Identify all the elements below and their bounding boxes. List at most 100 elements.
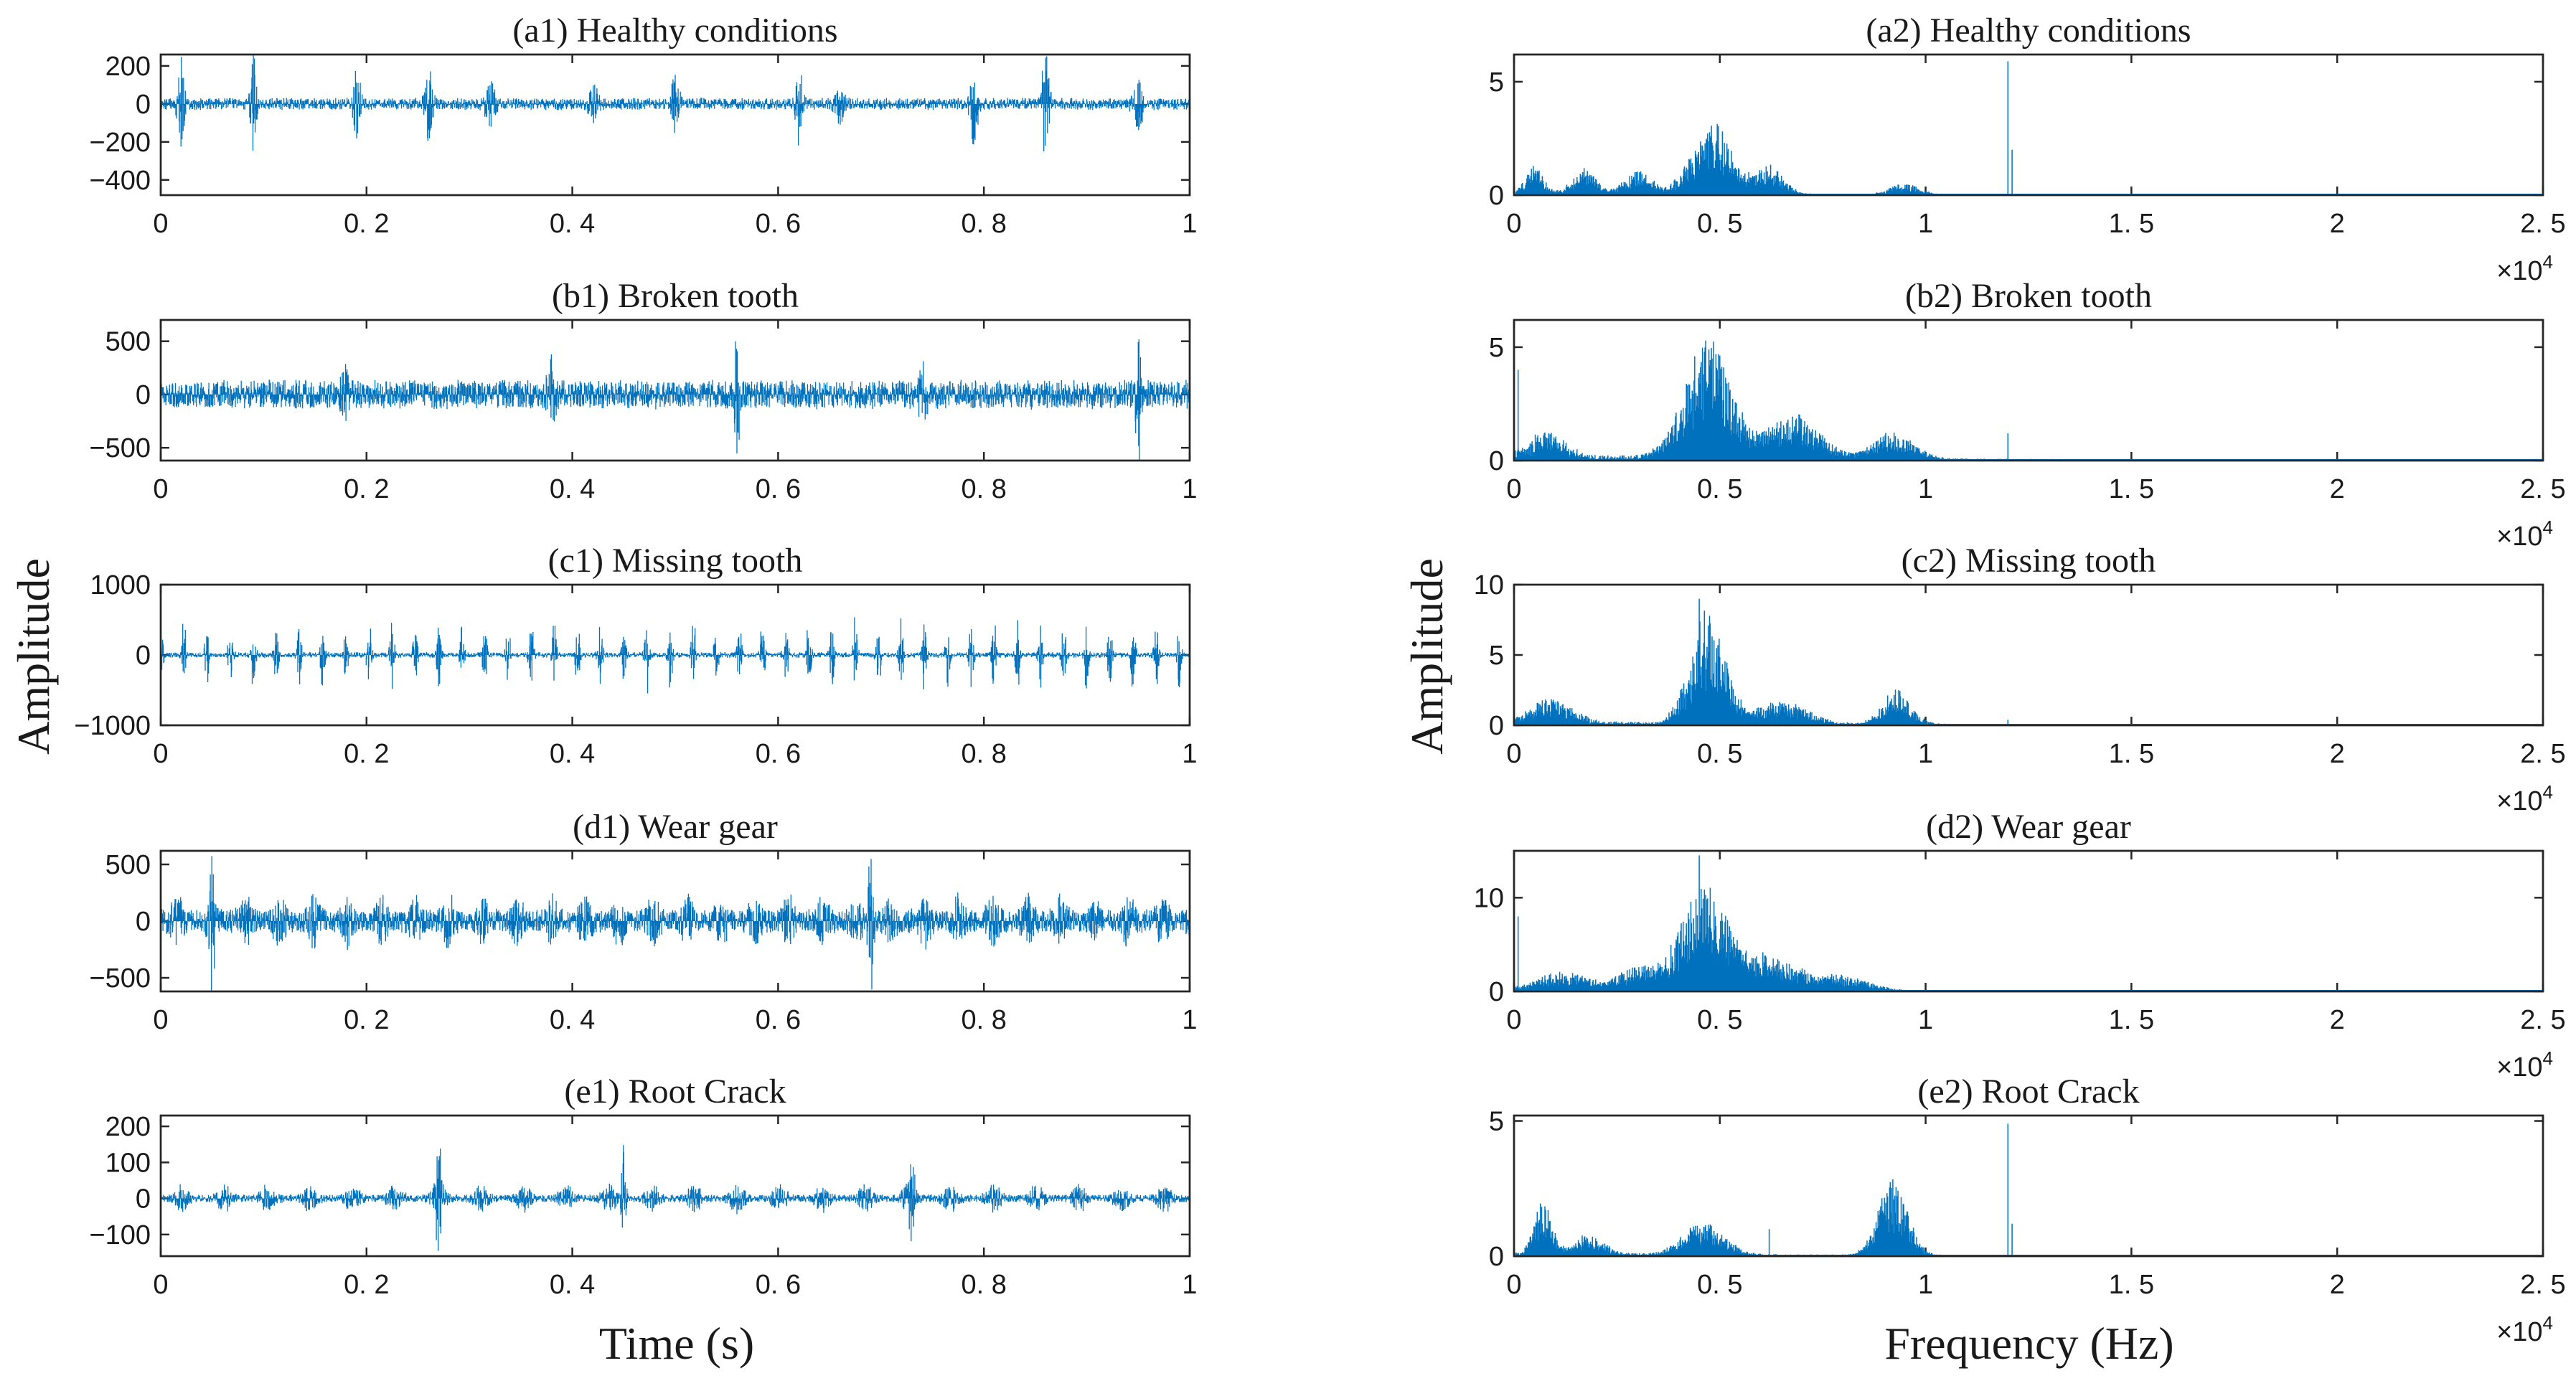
subplot-a1: (a1) Healthy conditions 0 0. 2 0. 4 0. 6 0. 8… <box>89 11 1197 239</box>
x-tick-label: 0 <box>1506 209 1521 239</box>
y-tick-label: 0 <box>1489 977 1504 1007</box>
y-tick-label: −500 <box>89 433 151 463</box>
x-axis-multiplier: ×104 <box>2496 517 2553 552</box>
x-tick-label: 0. 5 <box>1697 1005 1742 1035</box>
x-tick-label: 2 <box>2330 209 2345 239</box>
x-tick-label: 0 <box>153 1005 168 1035</box>
x-tick-label: 0. 4 <box>550 1270 595 1300</box>
y-tick-label: 500 <box>105 850 151 880</box>
x-tick-label: 0. 2 <box>344 1270 389 1300</box>
x-tick-label: 1 <box>1182 1005 1197 1035</box>
y-tick-label: 0 <box>1489 181 1504 211</box>
x-tick-label: 1 <box>1918 1005 1933 1035</box>
subplot-b2: (b2) Broken tooth 0 0. 5 1 1. 5 2 2. 5 0 5 ×104 <box>1489 277 2566 552</box>
y-tick-label: 0 <box>1489 711 1504 741</box>
x-tick-label: 1. 5 <box>2109 1005 2154 1035</box>
x-tick-label: 0. 6 <box>756 1005 801 1035</box>
x-tick-label: 1 <box>1918 739 1933 769</box>
y-tick-label: 0 <box>136 90 151 120</box>
subplot-title: (b2) Broken tooth <box>1905 277 2152 315</box>
x-axis-multiplier: ×104 <box>2496 1312 2553 1347</box>
subplot-c2: (c2) Missing tooth 0 0. 5 1 1. 5 2 2. 5 0 5 10 ×10… <box>1474 542 2566 816</box>
x-tick-label: 1 <box>1918 209 1933 239</box>
x-tick-label: 0. 5 <box>1697 209 1742 239</box>
x-tick-label: 0. 4 <box>550 739 595 769</box>
y-tick-label: −500 <box>89 963 151 994</box>
x-tick-label: 0. 5 <box>1697 1270 1742 1300</box>
y-tick-label: −100 <box>89 1220 151 1250</box>
x-tick-label: 0 <box>1506 739 1521 769</box>
x-axis-multiplier: ×104 <box>2496 1047 2553 1083</box>
axes-border <box>1513 583 2544 727</box>
x-tick-label: 0 <box>153 1270 168 1300</box>
subplot-grid: (a1) Healthy conditions 0 0. 2 0. 4 0. 6 0. 8… <box>74 11 2565 1347</box>
x-axis-multiplier: ×104 <box>2496 251 2553 286</box>
axes-border <box>159 849 1191 993</box>
x-tick-label: 2 <box>2330 1005 2345 1035</box>
y-tick-label: −200 <box>89 128 151 158</box>
x-tick-label: 2 <box>2330 1270 2345 1300</box>
x-tick-label: 1 <box>1918 1270 1933 1300</box>
x-tick-label: 0. 4 <box>550 209 595 239</box>
subplot-title: (b1) Broken tooth <box>552 277 799 315</box>
subplot-title: (c1) Missing tooth <box>548 542 803 580</box>
axes-frame <box>1513 1114 2544 1258</box>
x-tick-label: 0. 2 <box>344 209 389 239</box>
axes-border <box>1513 849 2544 993</box>
x-tick-label: 0. 5 <box>1697 474 1742 504</box>
subplot-a2: (a2) Healthy conditions 0 0. 5 1 1. 5 2 2. 5 0 5… <box>1489 11 2566 286</box>
subplot-title: (d2) Wear gear <box>1926 808 2131 846</box>
subplot-e2: (e2) Root Crack 0 0. 5 1 1. 5 2 2. 5 0 5 ×104 <box>1489 1072 2566 1347</box>
x-tick-label: 1 <box>1918 474 1933 504</box>
x-tick-label: 1 <box>1182 209 1197 239</box>
x-tick-label: 0. 6 <box>756 1270 801 1300</box>
y-tick-label: 10 <box>1474 883 1504 913</box>
subplot-title: (d1) Wear gear <box>573 808 778 846</box>
x-tick-label: 1 <box>1182 1270 1197 1300</box>
x-tick-label: 2. 5 <box>2520 1005 2565 1035</box>
y-tick-label: 0 <box>136 380 151 410</box>
y-tick-label: 5 <box>1489 67 1504 98</box>
y-tick-label: 5 <box>1489 333 1504 363</box>
x-tick-label: 1. 5 <box>2109 1270 2154 1300</box>
axes-frame <box>159 1114 1191 1258</box>
x-tick-label: 0. 4 <box>550 1005 595 1035</box>
y-tick-label: 200 <box>105 1112 151 1142</box>
y-tick-label: −1000 <box>74 711 151 741</box>
subplot-d2: (d2) Wear gear 0 0. 5 1 1. 5 2 2. 5 0 10 ×104 <box>1474 808 2566 1083</box>
x-tick-label: 0. 8 <box>962 209 1007 239</box>
right-y-axis-label: Amplitude <box>1401 558 1452 755</box>
x-tick-label: 2. 5 <box>2520 1270 2565 1300</box>
x-tick-label: 0 <box>153 209 168 239</box>
y-tick-label: −400 <box>89 166 151 196</box>
axes-border <box>1513 53 2544 197</box>
subplot-c1: (c1) Missing tooth 0 0. 2 0. 4 0. 6 0. 8 1 −100… <box>74 542 1197 769</box>
x-tick-label: 1. 5 <box>2109 739 2154 769</box>
x-tick-label: 0 <box>153 474 168 504</box>
axes-border <box>159 1114 1191 1258</box>
subplot-title: (c2) Missing tooth <box>1902 542 2156 580</box>
axes-border <box>1513 1114 2544 1258</box>
x-tick-label: 1. 5 <box>2109 474 2154 504</box>
left-x-axis-label: Time (s) <box>599 1318 754 1369</box>
y-tick-label: 500 <box>105 327 151 357</box>
y-tick-label: 0 <box>136 641 151 671</box>
axes-frame <box>1513 53 2544 197</box>
subplot-title: (e1) Root Crack <box>564 1072 786 1111</box>
y-tick-label: 200 <box>105 52 151 82</box>
y-tick-label: 5 <box>1489 1107 1504 1137</box>
x-tick-label: 0. 2 <box>344 474 389 504</box>
x-tick-label: 0. 2 <box>344 1005 389 1035</box>
y-tick-label: 1000 <box>90 570 151 600</box>
x-tick-label: 1 <box>1182 739 1197 769</box>
axes-border <box>159 53 1191 197</box>
y-tick-label: 0 <box>136 907 151 937</box>
x-tick-label: 2 <box>2330 474 2345 504</box>
x-tick-label: 0. 8 <box>962 1005 1007 1035</box>
x-tick-label: 0. 6 <box>756 739 801 769</box>
x-tick-label: 2 <box>2330 739 2345 769</box>
axes-border <box>159 319 1191 462</box>
